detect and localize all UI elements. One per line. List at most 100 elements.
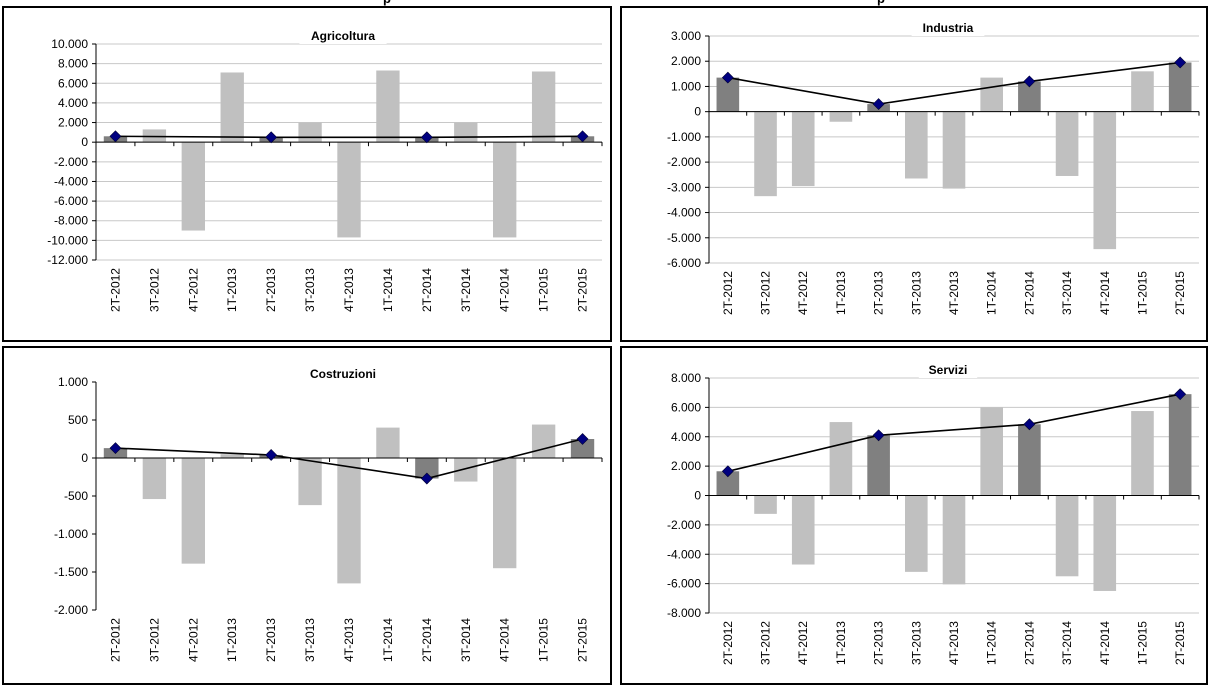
x-tick-label: 3T-2014 — [1060, 271, 1074, 315]
bar-3t-2013 — [298, 122, 322, 143]
chart-panel-agricoltura: 10.000 8.000 6.000 4.000 2.000 0 -2.000 -4.000 -… — [2, 6, 612, 342]
y-tick-label: -2.000 — [667, 155, 701, 169]
diamond-marker — [109, 130, 122, 143]
x-tick-label: 4T-2012 — [796, 271, 810, 315]
y-tick-label: -500 — [64, 489, 88, 503]
x-tick-label: 1T-2015 — [537, 618, 551, 662]
bar-3t-2014 — [454, 458, 478, 482]
bar-3t-2014 — [454, 122, 478, 143]
bar-3t-2013 — [298, 458, 322, 506]
diamond-marker — [109, 442, 122, 455]
x-tick-label: 2T-2012 — [108, 268, 122, 312]
bar-4t-2012 — [791, 495, 815, 565]
bar-3t-2012 — [754, 495, 777, 514]
bar-1t-2013 — [829, 422, 853, 496]
bar-4t-2013 — [337, 142, 361, 238]
y-tick-label: -2.000 — [667, 518, 701, 532]
y-tick-label: 4.000 — [58, 96, 88, 110]
x-tick-label: 4T-2012 — [186, 618, 200, 662]
bar-1t-2013 — [220, 454, 244, 458]
bar-2t-2012 — [716, 471, 740, 496]
y-tick-label: -4.000 — [54, 174, 88, 188]
y-tick-label: -1.000 — [667, 130, 701, 144]
x-tick-label: 1T-2013 — [225, 268, 239, 312]
bar-4t-2014 — [1093, 495, 1117, 591]
y-tick-label: -6.000 — [667, 256, 701, 270]
bar-3t-2014 — [1055, 495, 1079, 577]
bar-4t-2012 — [791, 111, 815, 187]
x-tick-label: 3T-2013 — [909, 621, 923, 665]
x-tick-label: 4T-2012 — [186, 268, 200, 312]
chart-panel-costruzioni: 1.000 500 0 -500 -1.000 -1.500 -2.000 2T-2012 3T… — [2, 346, 612, 685]
diamond-marker — [1023, 75, 1036, 88]
x-tick-label: 2T-2014 — [1022, 621, 1036, 665]
chart-title: Industria — [923, 21, 974, 35]
bar-4t-2013 — [942, 111, 966, 189]
y-tick-label: 8.000 — [671, 371, 701, 385]
y-tick-label: 8.000 — [58, 57, 88, 71]
bar-4t-2013 — [942, 495, 966, 585]
x-tick-label: 3T-2012 — [147, 268, 161, 312]
bar-1t-2014 — [980, 77, 1003, 112]
diamond-marker — [576, 130, 589, 143]
y-tick-label: 1.000 — [671, 79, 701, 93]
x-tick-label: 1T-2014 — [381, 268, 395, 312]
y-tick-label: 3.000 — [671, 29, 701, 43]
chart-title-bg — [299, 366, 387, 382]
bar-1t-2015 — [1131, 411, 1154, 496]
x-tick-label: 1T-2014 — [381, 618, 395, 662]
diamond-marker — [420, 131, 433, 144]
x-tick-label: 2T-2015 — [576, 618, 590, 662]
chart-title: Costruzioni — [310, 367, 376, 381]
x-tick-label: 3T-2012 — [147, 618, 161, 662]
bar-3t-2014 — [1055, 111, 1079, 176]
x-tick-label: 4T-2014 — [1098, 621, 1112, 665]
diamond-marker — [872, 429, 885, 442]
diamond-marker — [265, 131, 278, 144]
x-tick-label: 3T-2014 — [459, 268, 473, 312]
bar-1t-2014 — [980, 407, 1003, 496]
chart-title: Agricoltura — [311, 29, 375, 43]
header-text-right: p — [877, 0, 885, 6]
bar-4t-2012 — [181, 142, 205, 231]
x-tick-label: 3T-2013 — [303, 268, 317, 312]
y-tick-label: 1.000 — [58, 375, 88, 389]
agricoltura-chart-svg: 10.000 8.000 6.000 4.000 2.000 0 -2.000 -4.000 -… — [47, 28, 603, 312]
y-tick-label: 2.000 — [671, 54, 701, 68]
y-tick-label: 10.000 — [51, 37, 88, 51]
y-tick-label: 6.000 — [58, 76, 88, 90]
x-tick-label: 2T-2015 — [576, 268, 590, 312]
x-tick-label: 3T-2012 — [759, 621, 773, 665]
x-tick-label: 2T-2012 — [108, 618, 122, 662]
x-tick-label: 3T-2013 — [909, 271, 923, 315]
bar-3t-2012 — [142, 458, 167, 500]
y-tick-label: -3.000 — [667, 180, 701, 194]
y-tick-label: -2.000 — [54, 603, 88, 617]
bar-1t-2013 — [220, 72, 244, 143]
x-tick-label: 4T-2013 — [342, 268, 356, 312]
y-tick-label: 500 — [68, 413, 88, 427]
y-tick-label: -12.000 — [47, 253, 88, 267]
bar-1t-2014 — [376, 70, 400, 143]
y-tick-label: 4.000 — [671, 430, 701, 444]
x-tick-label: 3T-2012 — [759, 271, 773, 315]
x-tick-label: 1T-2013 — [834, 621, 848, 665]
bar-2t-2014 — [1018, 424, 1041, 496]
x-tick-label: 2T-2015 — [1173, 621, 1187, 665]
chart-title-bg — [299, 28, 387, 44]
bar-1t-2015 — [531, 71, 556, 143]
x-tick-label: 2T-2014 — [420, 618, 434, 662]
header-text-left: p — [383, 0, 391, 6]
y-tick-label: 2.000 — [58, 116, 88, 130]
y-tick-label: 0 — [81, 451, 88, 465]
y-tick-label: -6.000 — [54, 194, 88, 208]
y-tick-label: -5.000 — [667, 231, 701, 245]
x-tick-label: 2T-2013 — [264, 268, 278, 312]
costruzioni-chart-svg: 1.000 500 0 -500 -1.000 -1.500 -2.000 2T-2012 3T… — [54, 366, 603, 662]
chart-panel-industria: 3.000 2.000 1.000 0 -1.000 -2.000 -3.000 -4.000… — [620, 6, 1208, 342]
chart-title-bg — [918, 362, 978, 378]
bar-1t-2015 — [531, 424, 556, 458]
bar-4t-2013 — [337, 458, 361, 584]
diamond-marker — [721, 71, 734, 84]
x-tick-label: 1T-2015 — [1135, 621, 1149, 665]
